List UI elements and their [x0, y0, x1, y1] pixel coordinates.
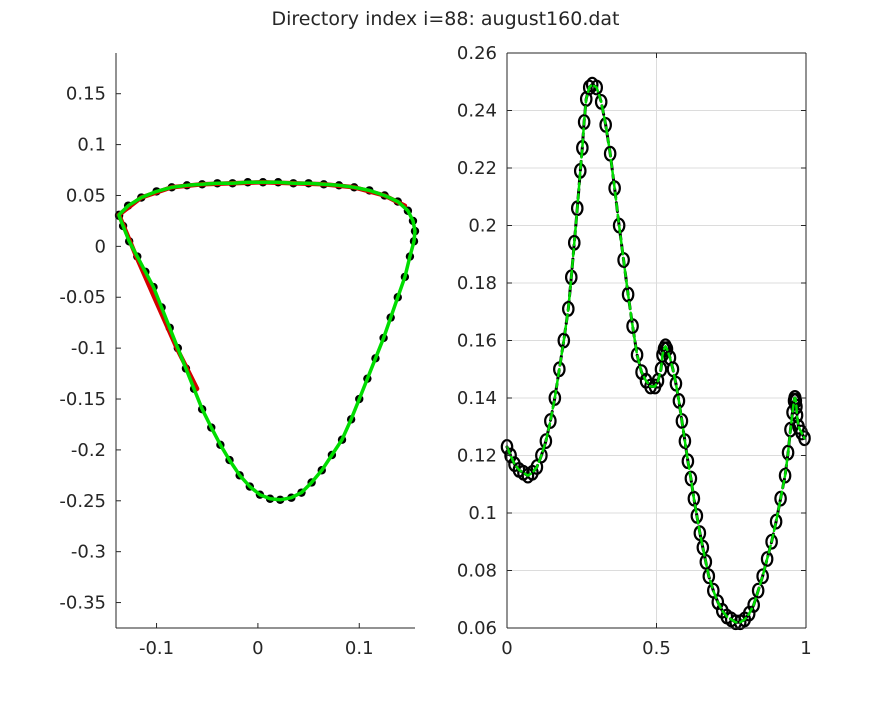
y-tick-label: 0.14	[457, 388, 497, 409]
x-tick-label: -0.1	[139, 638, 174, 659]
fit-line	[505, 83, 806, 624]
y-tick-label: 0.24	[457, 101, 497, 122]
x-tick-label: 0	[252, 638, 263, 659]
y-tick-label: -0.35	[59, 593, 106, 614]
data-point	[660, 341, 674, 358]
y-tick-label: -0.1	[71, 338, 106, 359]
y-tick-label: -0.2	[71, 440, 106, 461]
series-group	[114, 178, 420, 504]
y-tick-label: -0.3	[71, 542, 106, 563]
y-tick-label: 0.18	[457, 273, 497, 294]
data-point	[756, 568, 769, 585]
y-tick-label: 0.15	[66, 84, 106, 105]
data-point	[798, 430, 811, 447]
x-tick-label: 0.1	[345, 638, 374, 659]
data-point	[751, 582, 765, 599]
data-line	[505, 83, 806, 624]
data-point	[760, 551, 774, 567]
right-subplot: 0 0.5 1 0.26 0.24 0.22 0.2 0.18 0.16 0.14 0.12 0.1 0…	[457, 43, 812, 659]
x-tick-label: 1	[800, 638, 811, 659]
y-tick-label: 0.1	[77, 135, 106, 156]
data-point	[539, 433, 553, 450]
figure-title: Directory index i=88: august160.dat	[271, 8, 620, 30]
fit-line	[117, 180, 417, 502]
data-point	[535, 447, 548, 464]
x-tick-label: 0	[501, 638, 512, 659]
y-tick-label: 0.1	[468, 503, 497, 524]
y-tick-label: 0	[95, 236, 106, 257]
y-tick-label: 0.22	[457, 158, 497, 179]
y-tick-label: 0.05	[66, 185, 106, 206]
data-point	[696, 539, 710, 556]
y-tick-label: -0.05	[59, 287, 106, 308]
data-point	[504, 447, 517, 464]
y-tick-label: -0.25	[59, 491, 106, 512]
reference-line	[116, 179, 408, 218]
x-tick-label: 0.5	[642, 638, 671, 659]
left-subplot: -0.1 0 0.1 0.15 0.1 0.05 0 -0.05 -0.1 -0.15 -0.2 -0…	[59, 53, 420, 659]
y-tick-label: 0.12	[457, 446, 497, 467]
y-tick-label: 0.2	[468, 216, 497, 237]
y-tick-label: 0.16	[457, 331, 497, 352]
data-point	[747, 597, 760, 613]
y-tick-label: 0.26	[457, 43, 497, 64]
y-tick-label: -0.15	[59, 389, 106, 410]
y-tick-label: 0.08	[457, 561, 497, 582]
series-group	[500, 76, 811, 631]
data-point	[590, 79, 603, 96]
y-tick-label: 0.06	[457, 618, 497, 639]
